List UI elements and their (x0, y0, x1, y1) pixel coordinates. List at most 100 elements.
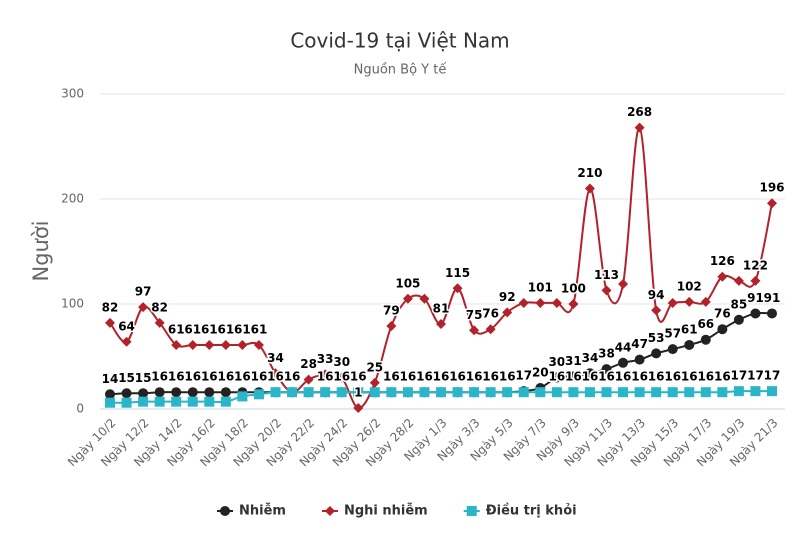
data-label: 76 (714, 307, 731, 321)
data-label: 34 (267, 351, 284, 365)
series (105, 122, 777, 413)
point (568, 387, 579, 398)
point (237, 391, 248, 402)
data-label: 15 (135, 371, 152, 385)
data-label: 16 (664, 370, 681, 384)
data-label: 16 (201, 370, 218, 384)
data-label: 17 (747, 369, 764, 383)
point (651, 348, 662, 359)
point (105, 389, 115, 400)
point (485, 324, 496, 335)
data-label: 16 (681, 370, 698, 384)
point (121, 397, 132, 408)
point (767, 308, 777, 319)
point (138, 388, 149, 399)
point (651, 305, 662, 316)
data-label: 16 (267, 370, 284, 384)
point (502, 387, 513, 398)
legend-marker (324, 506, 335, 516)
chart-title: Covid-19 tại Việt Nam (290, 29, 509, 53)
point (320, 387, 331, 398)
data-label: 16 (582, 370, 599, 384)
point (369, 377, 380, 388)
point (171, 339, 182, 350)
data-label: 16 (251, 370, 268, 384)
point (684, 339, 695, 350)
point (270, 387, 281, 398)
point (601, 364, 612, 375)
data-label: 92 (499, 290, 516, 304)
data-label: 16 (631, 370, 648, 384)
point (204, 396, 215, 407)
data-label: 82 (102, 300, 119, 314)
data-label: 47 (631, 337, 648, 351)
point (684, 296, 695, 307)
data-label: 16 (284, 370, 301, 384)
data-label: 16 (565, 370, 582, 384)
point (535, 387, 546, 398)
point (485, 387, 496, 398)
point (419, 293, 430, 304)
point (518, 297, 529, 308)
data-label: 196 (759, 181, 784, 195)
data-label: 94 (648, 288, 665, 302)
y-tick-label: 300 (61, 87, 84, 101)
data-label: 16 (466, 370, 483, 384)
data-label: 16 (184, 370, 201, 384)
data-label: 61 (681, 322, 698, 336)
data-label: 61 (251, 322, 268, 336)
y-tick-label: 200 (61, 192, 84, 206)
data-label: 16 (383, 370, 400, 384)
legend-item: Nghi nhiễm (321, 504, 428, 519)
data-label: 16 (400, 370, 417, 384)
data-label: 79 (383, 304, 400, 318)
point (767, 198, 777, 209)
point (253, 389, 264, 400)
data-label: 14 (102, 372, 119, 386)
data-label: 16 (697, 370, 714, 384)
point (220, 387, 231, 398)
data-label: 16 (615, 370, 632, 384)
legend-item: Nhiễm (217, 504, 286, 519)
point (204, 387, 215, 398)
point (667, 344, 678, 355)
data-label: 105 (395, 276, 420, 290)
point (171, 387, 182, 398)
data-label: 115 (445, 266, 470, 280)
point (237, 339, 248, 350)
point (436, 387, 446, 398)
point (121, 336, 132, 347)
point (154, 396, 165, 407)
data-label: 28 (300, 357, 317, 371)
point (336, 387, 347, 398)
point (105, 317, 115, 328)
point (171, 396, 182, 407)
point (750, 275, 761, 286)
point (220, 339, 231, 350)
point (402, 387, 413, 398)
point (733, 314, 744, 325)
point (750, 308, 761, 319)
data-label: 61 (168, 322, 185, 336)
data-label: 16 (317, 370, 334, 384)
data-label: 16 (234, 370, 251, 384)
point (717, 271, 728, 282)
legend-label: Điều trị khỏi (486, 504, 577, 519)
data-label: 91 (747, 291, 764, 305)
data-label: 64 (118, 319, 135, 333)
point (601, 387, 612, 398)
data-label: 15 (118, 371, 135, 385)
data-label: 16 (499, 370, 516, 384)
point (634, 354, 645, 365)
data-label: 122 (743, 258, 768, 272)
data-label: 17 (515, 369, 532, 383)
chart-subtitle: Nguồn Bộ Y tế (354, 63, 447, 78)
point (320, 369, 331, 380)
data-label: 31 (565, 354, 582, 368)
point (369, 387, 380, 398)
legend-marker (466, 506, 477, 516)
point (618, 279, 629, 290)
data-label: 38 (598, 347, 615, 361)
data-label: 113 (594, 268, 619, 282)
